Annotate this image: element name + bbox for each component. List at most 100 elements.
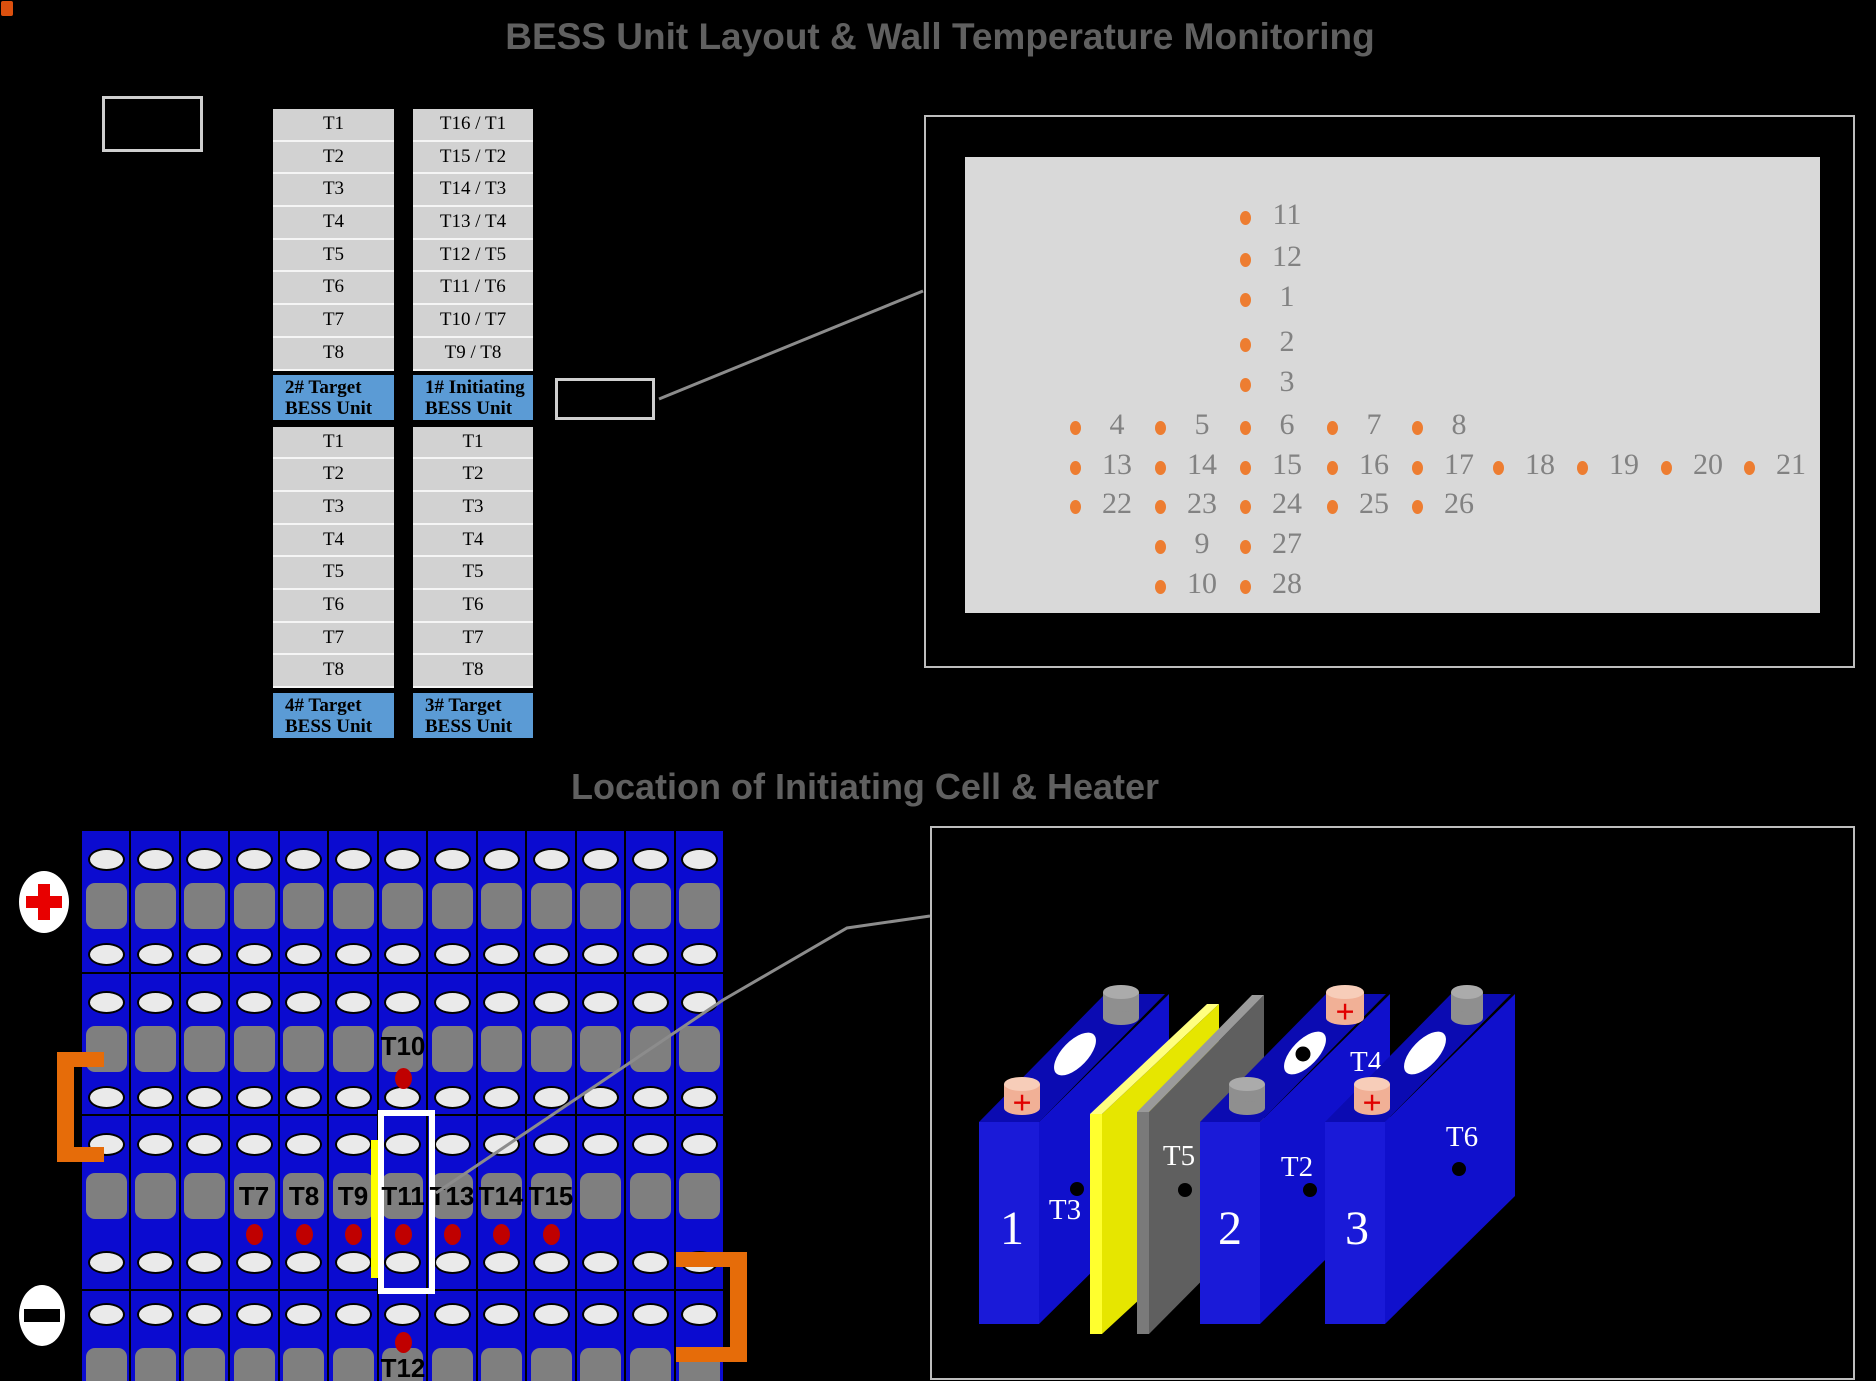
cell-vent-ellipse bbox=[483, 991, 521, 1014]
cell-vent-ellipse bbox=[681, 991, 719, 1014]
sensor-number: 26 bbox=[1444, 487, 1474, 520]
busbar-bracket-right bbox=[676, 1252, 747, 1362]
pack-sensor-dot-icon bbox=[295, 1223, 313, 1245]
wall-sensor-row: T4 bbox=[273, 207, 394, 240]
cell-vent-ellipse bbox=[532, 991, 570, 1014]
cell-vent-ellipse bbox=[631, 848, 669, 871]
sensor-dot-icon bbox=[1154, 580, 1166, 594]
battery-cell bbox=[526, 973, 576, 1115]
sensor-dot-icon bbox=[1326, 500, 1338, 514]
battery-cell bbox=[130, 1115, 180, 1290]
sensor-dot-icon bbox=[1239, 461, 1251, 475]
battery-cell bbox=[575, 1290, 626, 1381]
sensor-number: 6 bbox=[1279, 408, 1295, 441]
wall-sensor-row: T8 bbox=[273, 655, 394, 688]
cell-pad bbox=[382, 1348, 424, 1381]
wall-sensor-row: T3 bbox=[413, 491, 533, 525]
sensor-dot-icon bbox=[1069, 500, 1081, 514]
pack-sensor-dot-icon bbox=[492, 1223, 510, 1245]
cell2-gray-terminal-icon bbox=[1229, 1077, 1265, 1115]
wall-sensor-row: T8 bbox=[273, 337, 394, 371]
cell2-number: 2 bbox=[1218, 1202, 1242, 1255]
cell1-plus-terminal-icon: + bbox=[1004, 1077, 1040, 1122]
cell-vent-ellipse bbox=[582, 848, 620, 871]
sensor-number: 11 bbox=[1272, 198, 1302, 231]
sensor-number: 4 bbox=[1109, 408, 1125, 441]
cell-vent-ellipse bbox=[186, 943, 224, 966]
battery-cell bbox=[229, 973, 279, 1115]
sensor-dot-icon bbox=[1239, 211, 1251, 225]
cell-vent-ellipse bbox=[433, 991, 471, 1014]
cell3-vent bbox=[1404, 1031, 1446, 1075]
cell-vent-ellipse bbox=[136, 991, 174, 1014]
pack-sensor-label: T7 bbox=[238, 1181, 270, 1211]
battery-cell bbox=[179, 1115, 230, 1290]
cell-vent-ellipse bbox=[384, 1251, 422, 1274]
svg-text:+: + bbox=[1362, 1085, 1381, 1122]
cell-pad bbox=[679, 883, 721, 929]
cell-pad bbox=[184, 883, 226, 929]
t5-dot-icon bbox=[1178, 1183, 1192, 1197]
pack-sensor-dot-icon bbox=[394, 1067, 412, 1089]
wall-sensor-row: T7 bbox=[273, 305, 394, 338]
cell-vent-ellipse bbox=[136, 943, 174, 966]
sensor-dot-icon bbox=[1239, 293, 1251, 307]
cell-pad bbox=[134, 883, 176, 929]
battery-cell bbox=[427, 830, 477, 973]
connector-line-top bbox=[658, 289, 924, 401]
cell-vent-ellipse bbox=[235, 848, 273, 871]
sensor-dot-icon bbox=[1326, 461, 1338, 475]
sensor-number: 27 bbox=[1272, 527, 1302, 560]
sensor-dot-icon bbox=[1326, 421, 1338, 435]
cell-vent-ellipse bbox=[532, 1133, 570, 1156]
sensor-dot-icon bbox=[1069, 461, 1081, 475]
cell-vent-ellipse bbox=[681, 1086, 719, 1109]
page-title: BESS Unit Layout & Wall Temperature Moni… bbox=[505, 16, 1375, 57]
pack-sensor-dot-icon bbox=[245, 1223, 263, 1245]
pack-sensor-dot-icon bbox=[394, 1223, 412, 1245]
battery-cell bbox=[328, 973, 378, 1115]
battery-cell bbox=[179, 830, 230, 973]
cell-pad bbox=[481, 883, 523, 929]
cell-vent-ellipse bbox=[87, 848, 125, 871]
cell-vent-ellipse bbox=[532, 1086, 570, 1109]
cell-vent-ellipse bbox=[186, 1086, 224, 1109]
sensor-dot-icon bbox=[1154, 421, 1166, 435]
cell3-front-face bbox=[1325, 1122, 1385, 1324]
wall-sensor-row: T1 bbox=[273, 109, 394, 142]
wall-sensor-row: T5 bbox=[413, 557, 533, 590]
cell-pad bbox=[530, 1026, 572, 1072]
sensor-number: 28 bbox=[1272, 567, 1302, 600]
cell-pad bbox=[382, 883, 424, 929]
battery-cell bbox=[328, 1290, 378, 1381]
cell-vent-ellipse bbox=[582, 943, 620, 966]
sensor-number: 5 bbox=[1194, 408, 1210, 441]
cell-vent-ellipse bbox=[483, 1251, 521, 1274]
cell-pad bbox=[580, 1348, 622, 1381]
pack-sensor-dot-icon bbox=[394, 1331, 412, 1353]
cell-vent-ellipse bbox=[235, 1086, 273, 1109]
cell-vent-ellipse bbox=[582, 1303, 620, 1326]
sensor-number: 21 bbox=[1776, 448, 1806, 481]
wall-monitor-panel bbox=[965, 157, 1820, 613]
cell-vent-ellipse bbox=[582, 1133, 620, 1156]
battery-cell bbox=[575, 1115, 626, 1290]
cell-pad bbox=[233, 1173, 275, 1219]
cell-pad bbox=[283, 1173, 325, 1219]
cell-vent-ellipse bbox=[136, 1133, 174, 1156]
wall-sensor-row: T1 bbox=[413, 426, 533, 460]
corner-artifact-icon bbox=[1, 1, 13, 16]
wall-sensor-row: T15 / T2 bbox=[413, 141, 533, 175]
section-title-initiating-cell: Location of Initiating Cell & Heater bbox=[570, 766, 1160, 807]
cell-vent-ellipse bbox=[334, 1251, 372, 1274]
battery-pack bbox=[81, 830, 724, 1381]
cell1-gray-terminal-icon bbox=[1103, 985, 1139, 1025]
cell-vent-ellipse bbox=[384, 1133, 422, 1156]
sensor-number: 20 bbox=[1693, 448, 1723, 481]
sensor-dot-icon bbox=[1576, 461, 1588, 475]
cell-vent-ellipse bbox=[631, 991, 669, 1014]
cell-pad bbox=[233, 1348, 275, 1381]
cell-pad bbox=[283, 1348, 325, 1381]
sensor-number: 8 bbox=[1451, 408, 1467, 441]
